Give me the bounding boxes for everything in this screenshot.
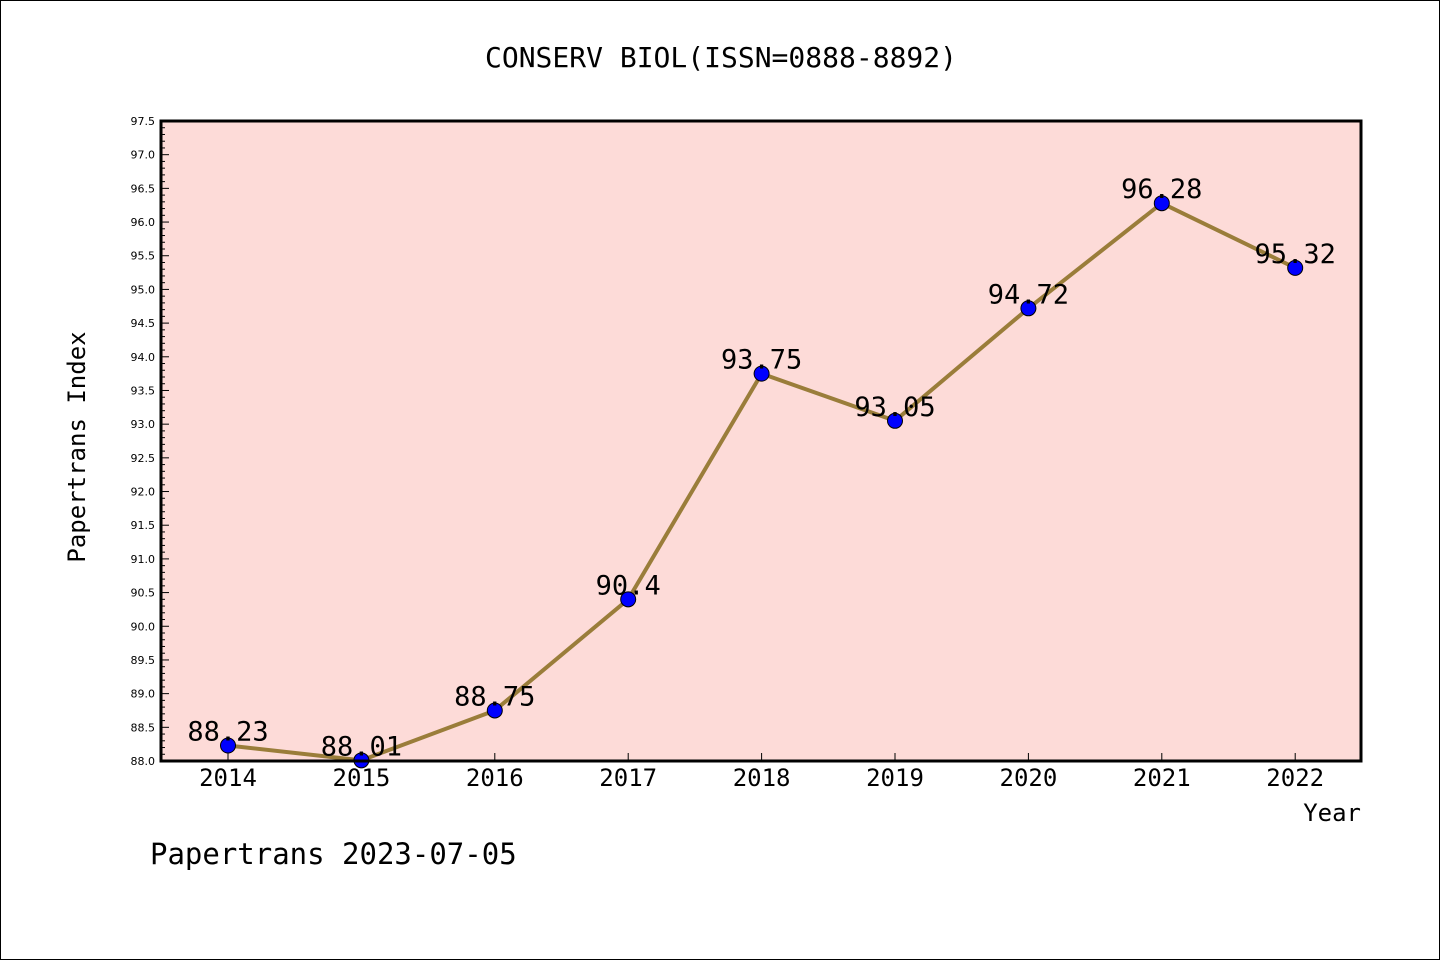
x-tick-label: 2014 <box>199 764 257 792</box>
data-point <box>620 591 637 608</box>
data-markers <box>220 195 1304 769</box>
data-label: 94.72 <box>988 279 1069 310</box>
x-tick-label: 2015 <box>333 764 391 792</box>
y-tick-label: 92.5 <box>131 452 156 465</box>
data-label: 88.75 <box>454 681 535 712</box>
x-axis-label: Year <box>1303 799 1361 827</box>
y-tick-label: 90.0 <box>131 620 156 633</box>
data-label: 88.01 <box>321 731 402 762</box>
y-tick-label: 94.5 <box>131 317 156 330</box>
y-tick-label: 89.0 <box>131 688 156 701</box>
y-tick-label: 96.5 <box>131 182 156 195</box>
y-tick-label: 93.0 <box>131 418 156 431</box>
y-tick-label: 94.0 <box>131 351 156 364</box>
x-tick-label: 2016 <box>466 764 524 792</box>
x-tick-label: 2019 <box>866 764 924 792</box>
data-point <box>1287 259 1304 276</box>
plot-frame <box>159 119 1363 763</box>
data-label: 93.75 <box>721 345 802 376</box>
data-label: 93.05 <box>854 392 935 423</box>
data-label: 88.23 <box>187 717 268 748</box>
x-tick-label: 2017 <box>599 764 657 792</box>
data-labels: 88.23 88.01 88.75 90.4 93.75 93.05 94.72 96.28 9… <box>187 174 1335 762</box>
x-tick-label: 2021 <box>1133 764 1191 792</box>
data-point <box>220 737 236 754</box>
data-label: 95.32 <box>1255 239 1336 270</box>
data-point <box>1153 195 1170 212</box>
x-axis: 2014 2015 2016 2017 2018 2019 2020 2021 2022 <box>199 753 1324 792</box>
y-tick-label: 88.0 <box>131 755 156 768</box>
y-tick-label: 93.5 <box>131 384 156 397</box>
y-tick-label: 95.0 <box>131 283 156 296</box>
y-axis: 88.0 88.5 89.0 89.5 90.0 90.5 91.0 91.5 92.0 92.5… <box>131 115 169 768</box>
x-tick-label: 2022 <box>1266 764 1324 792</box>
footer-text: Papertrans 2023-07-05 <box>150 837 517 871</box>
data-point <box>486 702 503 719</box>
x-tick-label: 2020 <box>1000 764 1058 792</box>
y-axis-label: Papertrans Index <box>63 331 91 562</box>
y-tick-label: 90.5 <box>131 587 156 600</box>
y-tick-label: 96.0 <box>131 216 156 229</box>
x-tick-label: 2018 <box>733 764 791 792</box>
data-label: 90.4 <box>596 570 661 601</box>
data-point <box>753 365 770 382</box>
plot-area <box>161 121 1361 761</box>
y-tick-label: 95.5 <box>131 250 156 263</box>
y-tick-label: 91.5 <box>131 519 156 532</box>
y-tick-label: 89.5 <box>131 654 156 667</box>
data-point <box>1020 300 1037 317</box>
y-tick-label: 97.0 <box>131 149 156 162</box>
y-tick-label: 92.0 <box>131 486 156 499</box>
y-tick-label: 88.5 <box>131 721 156 734</box>
data-label: 96.28 <box>1121 174 1202 205</box>
data-point <box>887 412 903 429</box>
y-tick-label: 97.5 <box>131 115 156 128</box>
chart-title: CONSERV BIOL(ISSN=0888-8892) <box>485 41 957 74</box>
y-tick-label: 91.0 <box>131 553 156 566</box>
